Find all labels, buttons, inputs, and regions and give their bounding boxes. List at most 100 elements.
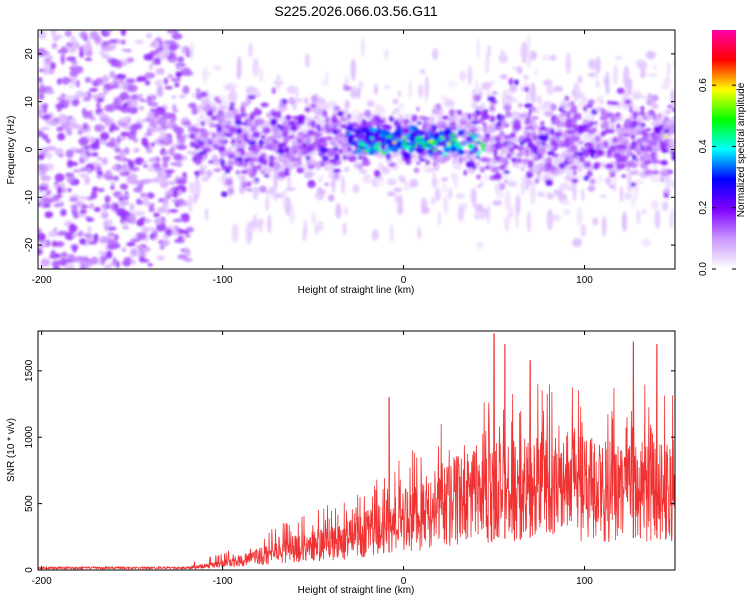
heatmap-cell xyxy=(624,99,632,105)
heatmap-cell xyxy=(63,99,71,107)
heatmap-cell xyxy=(305,53,310,69)
heatmap-cell xyxy=(410,142,416,146)
heatmap-cell xyxy=(97,112,107,118)
heatmap-cell xyxy=(263,174,270,178)
heatmap-cell xyxy=(152,94,157,101)
snr-y-ticks: 0 500 1000 1500 xyxy=(24,359,675,573)
heatmap-cell xyxy=(541,54,551,61)
heatmap-cell xyxy=(383,84,391,90)
heatmap-cell xyxy=(663,187,671,194)
heatmap-cell xyxy=(319,147,328,154)
heatmap-cell xyxy=(38,109,44,114)
heatmap-cell xyxy=(77,129,83,136)
heatmap-cell xyxy=(359,127,366,135)
heatmap-cell xyxy=(471,136,478,141)
heatmap-cell xyxy=(428,139,433,143)
heatmap-cell xyxy=(57,34,63,39)
heatmap-cell xyxy=(170,77,181,83)
heatmap-cell xyxy=(417,229,422,240)
heatmap-cell xyxy=(582,149,590,156)
heatmap-cell xyxy=(504,189,511,212)
heatmap-cell xyxy=(121,247,127,253)
heatmap-cell xyxy=(258,218,263,233)
heatmap-cell xyxy=(49,61,56,70)
heatmap-cell xyxy=(530,106,537,113)
heatmap-cell xyxy=(374,130,381,136)
heatmap-cell xyxy=(616,87,625,95)
heatmap-cell xyxy=(549,54,557,61)
heatmap-cell xyxy=(605,163,614,170)
heatmap-cell xyxy=(48,119,59,127)
heatmap-cell xyxy=(654,209,661,229)
heatmap-cell xyxy=(231,223,239,243)
heatmap-cell xyxy=(332,109,338,116)
heatmap-cell xyxy=(347,154,357,163)
heatmap-cell xyxy=(467,136,474,141)
heatmap-cell xyxy=(413,167,420,174)
heatmap-cell xyxy=(516,152,524,157)
heatmap-cell xyxy=(38,228,42,234)
heatmap-cell xyxy=(69,194,80,198)
heatmap-cell xyxy=(475,151,482,155)
heatmap-cell xyxy=(609,184,614,189)
heatmap-cell xyxy=(316,220,324,232)
heatmap-cell xyxy=(49,196,56,201)
heatmap-cell xyxy=(631,154,637,161)
heatmap-cell xyxy=(87,240,98,245)
heatmap-cell xyxy=(587,185,596,192)
heatmap-cell xyxy=(505,95,514,100)
heatmap-cell xyxy=(90,141,100,151)
heatmap-cell xyxy=(621,174,627,178)
heatmap-cell xyxy=(308,106,316,113)
heatmap-cell xyxy=(509,132,516,138)
heatmap-cell xyxy=(75,79,80,88)
heatmap-cell xyxy=(495,136,501,143)
heatmap-cell xyxy=(616,163,625,170)
heatmap-cell xyxy=(417,121,422,125)
heatmap-cell xyxy=(515,193,521,216)
heatmap-cell xyxy=(410,153,417,158)
heatmap-cell xyxy=(169,115,177,123)
heatmap-cell xyxy=(320,102,331,111)
heatmap-cell xyxy=(56,126,64,132)
heatmap-cell xyxy=(631,169,640,176)
heatmap-cell xyxy=(143,164,148,168)
heatmap-cell xyxy=(652,64,658,70)
heatmap-cell xyxy=(228,125,237,134)
heatmap-cell xyxy=(330,116,338,124)
y-tick-label: -10 xyxy=(24,190,35,205)
heatmap-cell xyxy=(46,189,52,196)
heatmap-cell xyxy=(75,200,84,208)
heatmap-cell xyxy=(552,213,561,222)
heatmap-cell xyxy=(102,88,113,92)
heatmap-cell xyxy=(670,150,675,156)
heatmap-cell xyxy=(341,138,348,144)
heatmap-cell xyxy=(449,133,456,137)
heatmap-cell xyxy=(570,165,578,170)
heatmap-cell xyxy=(183,46,189,50)
heatmap-cell xyxy=(220,151,225,159)
heatmap-cell xyxy=(381,124,389,129)
heatmap-cell xyxy=(530,82,536,104)
heatmap-cell xyxy=(301,142,306,148)
heatmap-cell xyxy=(109,39,118,43)
heatmap-cell xyxy=(234,119,243,126)
heatmap-cell xyxy=(417,84,424,98)
heatmap-cell xyxy=(286,85,297,95)
heatmap-cell xyxy=(127,84,138,93)
heatmap-cell xyxy=(475,79,479,98)
heatmap-cell xyxy=(250,145,257,152)
heatmap-cell xyxy=(85,168,93,174)
heatmap-cell xyxy=(277,154,286,163)
heatmap-cell xyxy=(51,260,60,268)
colorbar-ticks: 0.0 0.2 0.4 0.6 xyxy=(698,78,736,276)
heatmap-cell xyxy=(534,177,539,185)
heatmap-cell xyxy=(167,73,174,79)
heatmap-cell xyxy=(577,75,583,84)
heatmap-cell xyxy=(79,208,88,215)
heatmap-cell xyxy=(416,106,420,112)
heatmap-cell xyxy=(213,168,222,172)
heatmap-cell xyxy=(560,121,566,128)
heatmap-cell xyxy=(524,152,530,158)
heatmap-cell xyxy=(424,131,429,140)
